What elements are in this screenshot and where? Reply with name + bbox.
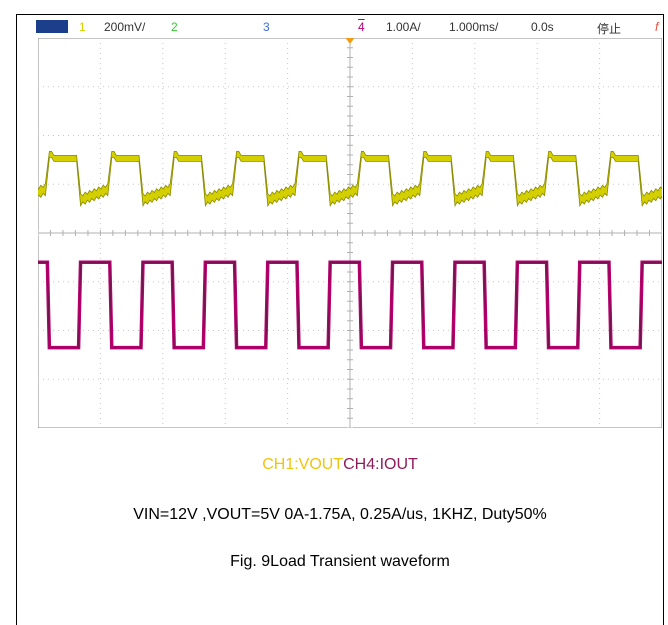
ch3-number: 3 — [263, 20, 270, 34]
oscilloscope-display — [38, 38, 662, 428]
delay: 0.0s — [531, 20, 554, 34]
grid — [38, 38, 662, 428]
legend-ch1: CH1:VOUT — [262, 456, 344, 473]
trigger-position-marker — [345, 38, 355, 44]
scope-status-bar: 1 200mV/ 2 3 4 1.00A/ 1.000ms/ 0.0s 停止 f — [17, 16, 662, 38]
ch2-number: 2 — [171, 20, 178, 34]
ch1-scale: 200mV/ — [104, 20, 146, 34]
legend: CH1:VOUTCH4:IOUT — [16, 456, 664, 474]
trigger-icon: f — [655, 20, 659, 34]
ch4-scale: 1.00A/ — [386, 20, 421, 34]
traces — [38, 151, 662, 350]
timebase: 1.000ms/ — [449, 20, 499, 34]
run-status: 停止 — [597, 22, 622, 36]
figure-title: Fig. 9Load Transient waveform — [230, 553, 450, 570]
channel-markers — [345, 38, 355, 44]
ch4-iout-trace-edge — [38, 261, 662, 348]
ch1-vout-trace — [38, 151, 662, 208]
test-conditions: VIN=12V ,VOUT=5V 0A-1.75A, 0.25A/us, 1KH… — [133, 506, 547, 523]
channel-tag — [36, 20, 68, 33]
ch4-number: 4 — [358, 20, 365, 34]
ch1-number: 1 — [79, 20, 86, 34]
figure-frame — [16, 14, 664, 625]
legend-ch4: CH4:IOUT — [343, 456, 418, 473]
